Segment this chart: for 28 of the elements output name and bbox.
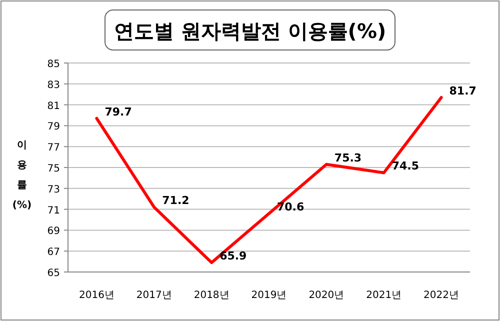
- x-tick-label: 2016년: [78, 290, 114, 301]
- y-axis-title: 이용률(%): [12, 140, 32, 211]
- y-tick-label: 85: [47, 59, 60, 70]
- chart-title: 연도별 원자력발전 이용률(%): [114, 19, 386, 43]
- data-label: 75.3: [334, 151, 362, 164]
- x-tick-label: 2021년: [366, 290, 402, 301]
- y-tick-label: 81: [47, 100, 60, 112]
- data-label: 65.9: [220, 250, 247, 263]
- y-tick-label: 67: [47, 247, 60, 258]
- y-tick-label: 83: [47, 80, 60, 91]
- x-tick-label: 2018년: [194, 290, 230, 301]
- x-tick-label: 2020년: [308, 290, 344, 301]
- x-tick-label: 2017년: [136, 290, 172, 301]
- data-label: 74.5: [392, 160, 419, 173]
- data-label: 81.7: [449, 84, 476, 98]
- x-tick-label: 2022년: [424, 290, 460, 301]
- y-tick-label: 75: [47, 164, 60, 174]
- y-tick-label: 73: [47, 184, 60, 196]
- y-tick-label: 69: [47, 226, 60, 238]
- y-tick-label: 79: [47, 122, 60, 133]
- data-label: 70.6: [277, 200, 304, 214]
- data-label: 71.2: [162, 194, 190, 208]
- data-label: 79.7: [104, 105, 132, 118]
- x-tick-label: 2019년: [251, 290, 287, 301]
- line-series: [95, 96, 443, 264]
- y-tick-label: 71: [47, 205, 60, 216]
- y-tick-label: 65: [47, 268, 60, 279]
- y-tick-label: 77: [47, 142, 60, 154]
